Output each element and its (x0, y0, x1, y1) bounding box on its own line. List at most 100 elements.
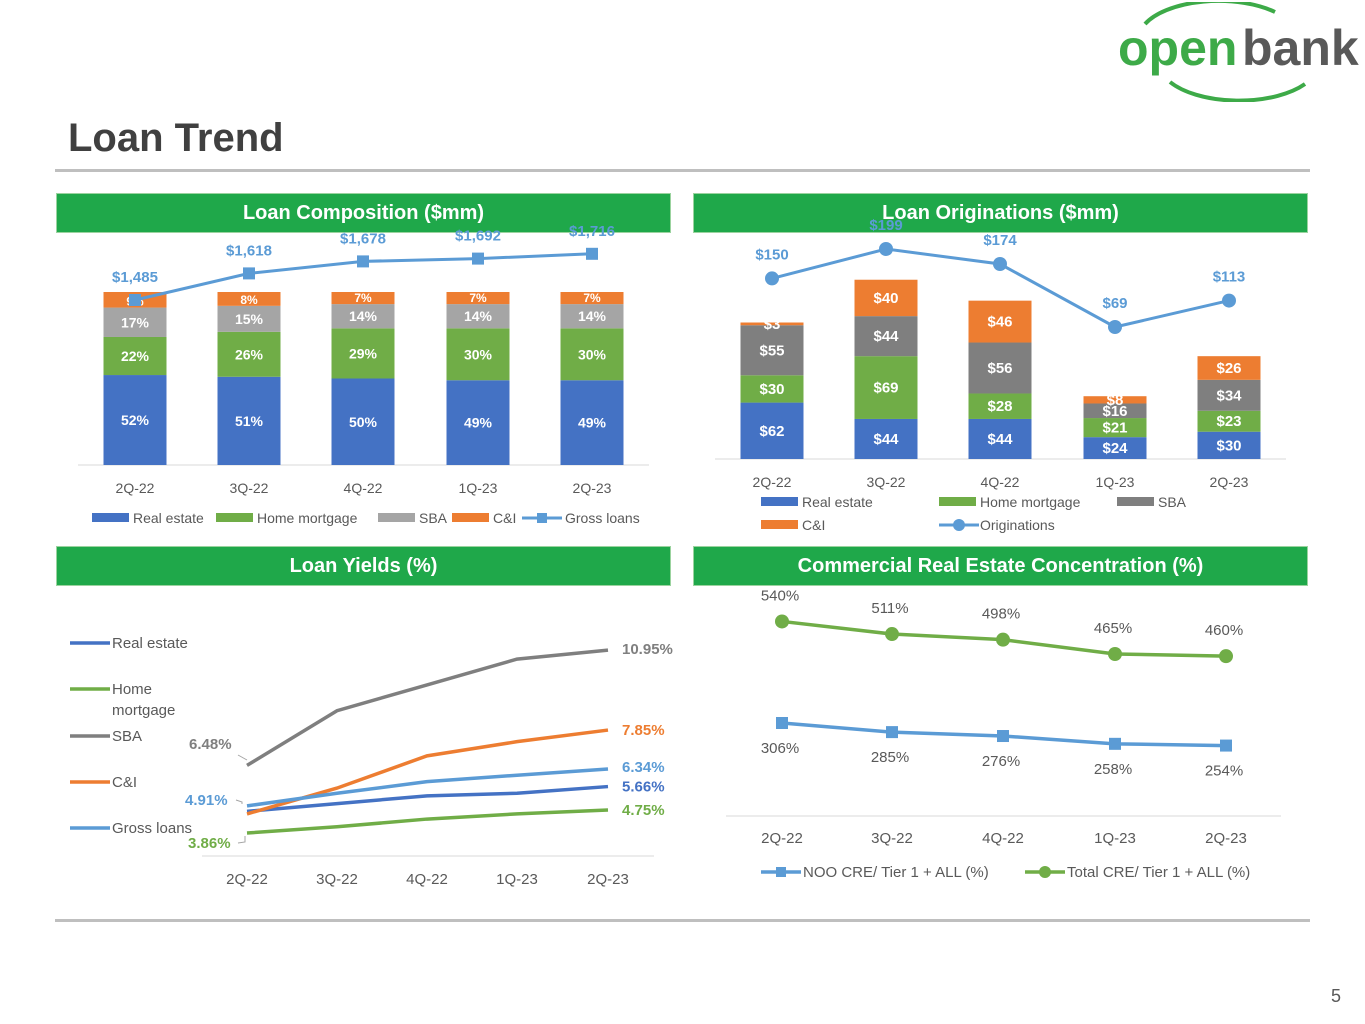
data-label-candi-4q-22: 7% (354, 291, 372, 305)
data-label-sba-4q-22: $56 (987, 360, 1012, 377)
bar-home-mortgage-1q-23 (1083, 418, 1147, 438)
legend-label-home-mortgage: Home mortgage (112, 681, 175, 719)
legend-label-home-mortgage-line2: mortgage (112, 702, 175, 719)
bar-sba-1q-23 (1083, 403, 1147, 419)
bar-real-estate-2q-23 (560, 380, 624, 465)
legend-label-candi: C&I (493, 510, 516, 526)
legend-label-home-mortgage: Home mortgage (980, 494, 1081, 510)
yield-label-last-sba: 10.95% (622, 641, 673, 658)
x-tick-3q-22: 3Q-22 (316, 871, 358, 888)
data-label-candi-4q-22: $46 (987, 314, 1012, 331)
bar-candi-3q-22 (217, 292, 281, 306)
legend-swatch-sba (1117, 497, 1154, 506)
bar-sba-4q-22 (331, 304, 395, 329)
bar-candi-4q-22 (331, 292, 395, 305)
legend-marker-gross-loans (537, 513, 547, 523)
x-tick-2q-22: 2Q-22 (761, 830, 803, 847)
data-label-candi-2q-23: 7% (583, 291, 601, 305)
bar-sba-3q-22 (854, 316, 918, 357)
originations-marker-4q-22 (993, 257, 1007, 271)
data-label-home-mortgage-1q-23: 30% (464, 346, 493, 362)
data-label-real-estate-4q-22: $44 (987, 431, 1013, 448)
yield-line-real-estate (246, 784, 609, 814)
data-label-sba-2q-23: 14% (578, 308, 607, 324)
open-bank-logo: open bank (1118, 2, 1359, 102)
legend-label-real-estate: Real estate (133, 510, 204, 526)
bar-candi-2q-23 (1197, 356, 1261, 380)
data-label-home-mortgage-1q-23: $21 (1102, 420, 1127, 437)
page-number: 5 (1331, 986, 1342, 1006)
bar-candi-2q-22 (740, 322, 804, 326)
bar-sba-3q-22 (217, 305, 281, 332)
footer-divider (55, 919, 1310, 922)
legend-swatch-sba (378, 513, 415, 522)
gross-loans-label-4q-22: $1,678 (340, 230, 386, 247)
data-label-real-estate-1q-23: $24 (1102, 440, 1128, 457)
total-cre-label-1q-23: 465% (1094, 620, 1132, 637)
data-label-candi-1q-23: 7% (469, 291, 487, 305)
legend-label-sba: SBA (1158, 494, 1187, 510)
x-tick-4q-22: 4Q-22 (981, 474, 1020, 490)
x-tick-2q-22: 2Q-22 (226, 871, 268, 888)
leader-line-sba (237, 754, 248, 761)
x-tick-4q-22: 4Q-22 (982, 830, 1024, 847)
gross-loans-label-2q-22: $1,485 (112, 269, 158, 286)
bar-real-estate-1q-23 (1083, 437, 1147, 459)
gross-loans-label-1q-23: $1,692 (455, 228, 501, 245)
bar-home-mortgage-2q-23 (560, 328, 624, 381)
bar-real-estate-2q-22 (740, 402, 804, 459)
originations-label-4q-22: $174 (983, 232, 1017, 249)
x-tick-2q-23: 2Q-23 (1205, 830, 1247, 847)
total-cre-marker-2q-23 (1219, 649, 1233, 664)
bar-home-mortgage-1q-23 (446, 328, 510, 381)
title-divider (55, 169, 1310, 172)
legend-label-gross-loans: Gross loans (112, 820, 192, 837)
gross-loans-marker-2q-23 (586, 247, 598, 260)
x-tick-2q-23: 2Q-23 (587, 871, 629, 888)
noo-cre-marker-2q-23 (1220, 739, 1232, 752)
data-label-home-mortgage-4q-22: $28 (987, 398, 1012, 415)
legend-label-candi: C&I (802, 517, 825, 533)
x-tick-2q-23: 2Q-23 (573, 480, 612, 496)
bar-sba-4q-22 (968, 342, 1032, 394)
bar-home-mortgage-3q-22 (854, 356, 918, 419)
x-tick-4q-22: 4Q-22 (344, 480, 383, 496)
data-label-candi-3q-22: $40 (873, 290, 898, 307)
noo-cre-marker-1q-23 (1109, 737, 1121, 750)
bar-home-mortgage-4q-22 (331, 328, 395, 379)
total-cre-label-4q-22: 498% (982, 606, 1020, 623)
originations-marker-2q-22 (765, 271, 779, 286)
legend-label-total-cre-tier-1-all: Total CRE/ Tier 1 + ALL (%) (1067, 864, 1250, 881)
bar-home-mortgage-2q-22 (740, 375, 804, 403)
legend-label-home-mortgage: Home mortgage (257, 510, 358, 526)
noo-cre-label-2q-23: 254% (1205, 763, 1243, 780)
data-label-real-estate-3q-22: $44 (873, 431, 899, 448)
data-label-real-estate-2q-23: 49% (578, 415, 607, 431)
legend-marker-originations (953, 519, 965, 531)
panel-header-cre: Commercial Real Estate Concentration (%) (693, 546, 1308, 586)
data-label-home-mortgage-3q-22: $69 (873, 380, 898, 397)
panel-header-composition: Loan Composition ($mm) (56, 193, 671, 233)
total-cre-marker-2q-22 (775, 614, 789, 629)
yield-label-first-home-mortgage: 3.86% (188, 835, 231, 852)
x-tick-3q-22: 3Q-22 (871, 830, 913, 847)
legend-swatch-candi (761, 520, 798, 529)
bar-candi-2q-23 (560, 292, 624, 305)
leader-line-gross-loans (235, 799, 243, 804)
bar-home-mortgage-2q-23 (1197, 410, 1261, 432)
bar-home-mortgage-3q-22 (217, 331, 281, 377)
data-label-sba-2q-22: $55 (759, 342, 784, 359)
data-label-real-estate-2q-23: $30 (1216, 437, 1241, 454)
bar-real-estate-3q-22 (217, 376, 281, 465)
yield-line-home-mortgage (246, 808, 609, 835)
data-label-sba-2q-23: $34 (1216, 387, 1242, 404)
bar-sba-2q-22 (103, 307, 167, 337)
bar-candi-4q-22 (968, 300, 1032, 343)
noo-cre-marker-4q-22 (997, 730, 1009, 743)
gross-loans-marker-3q-22 (243, 267, 255, 280)
yield-label-last-gross-loans: 6.34% (622, 759, 665, 776)
legend-label-gross-loans: Gross loans (565, 510, 640, 526)
legend-label-home-mortgage-line1: Home (112, 681, 152, 698)
data-label-real-estate-4q-22: 50% (349, 414, 378, 430)
bar-sba-2q-23 (1197, 379, 1261, 411)
